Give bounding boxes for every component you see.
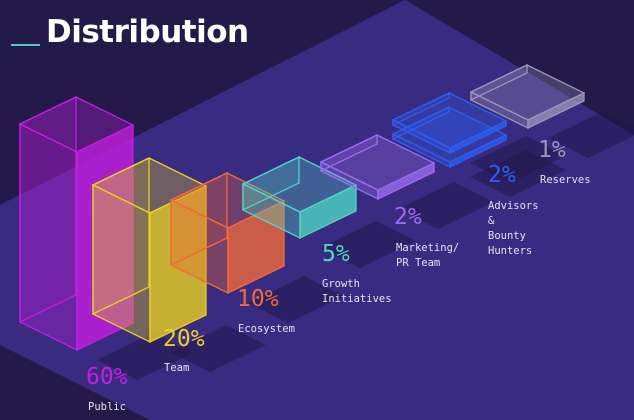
category-label: Team: [164, 362, 190, 374]
bar-shadow: [398, 182, 494, 229]
bar-top-face: [169, 172, 286, 229]
bar-top-face: [391, 92, 508, 149]
bar-shadow: [248, 276, 344, 323]
bar-shadow: [470, 136, 566, 183]
title-accent-bar: [11, 44, 40, 46]
value-label: 10%: [237, 286, 279, 312]
category-label: Advisors & Bounty Hunters: [488, 200, 539, 257]
bar-top-face: [18, 96, 135, 153]
category-label: Marketing/ PR Team: [396, 242, 460, 269]
value-label: 60%: [86, 364, 128, 390]
value-label: 5%: [322, 241, 350, 267]
bar-left-face: [19, 122, 78, 352]
bar-shadow: [170, 325, 266, 372]
value-label: 1%: [538, 137, 566, 163]
bar-top-face: [241, 156, 358, 213]
category-label: Reserves: [540, 174, 591, 186]
value-label: 20%: [163, 326, 205, 352]
category-label: Public: [88, 401, 126, 413]
category-label: Growth Initiatives: [322, 278, 392, 305]
bar-shadow: [320, 221, 416, 268]
bar-shadow: [97, 333, 193, 380]
category-label: Ecosystem: [238, 323, 295, 335]
value-label: 2%: [394, 204, 422, 230]
bar-top-face: [319, 134, 436, 191]
value-label: 2%: [488, 162, 516, 188]
page-title: Distribution: [46, 14, 249, 50]
bar-top-face: [91, 157, 208, 214]
bar-top-face: [469, 64, 586, 121]
bar-shadow: [548, 111, 634, 158]
bar-top-face: [391, 106, 508, 163]
